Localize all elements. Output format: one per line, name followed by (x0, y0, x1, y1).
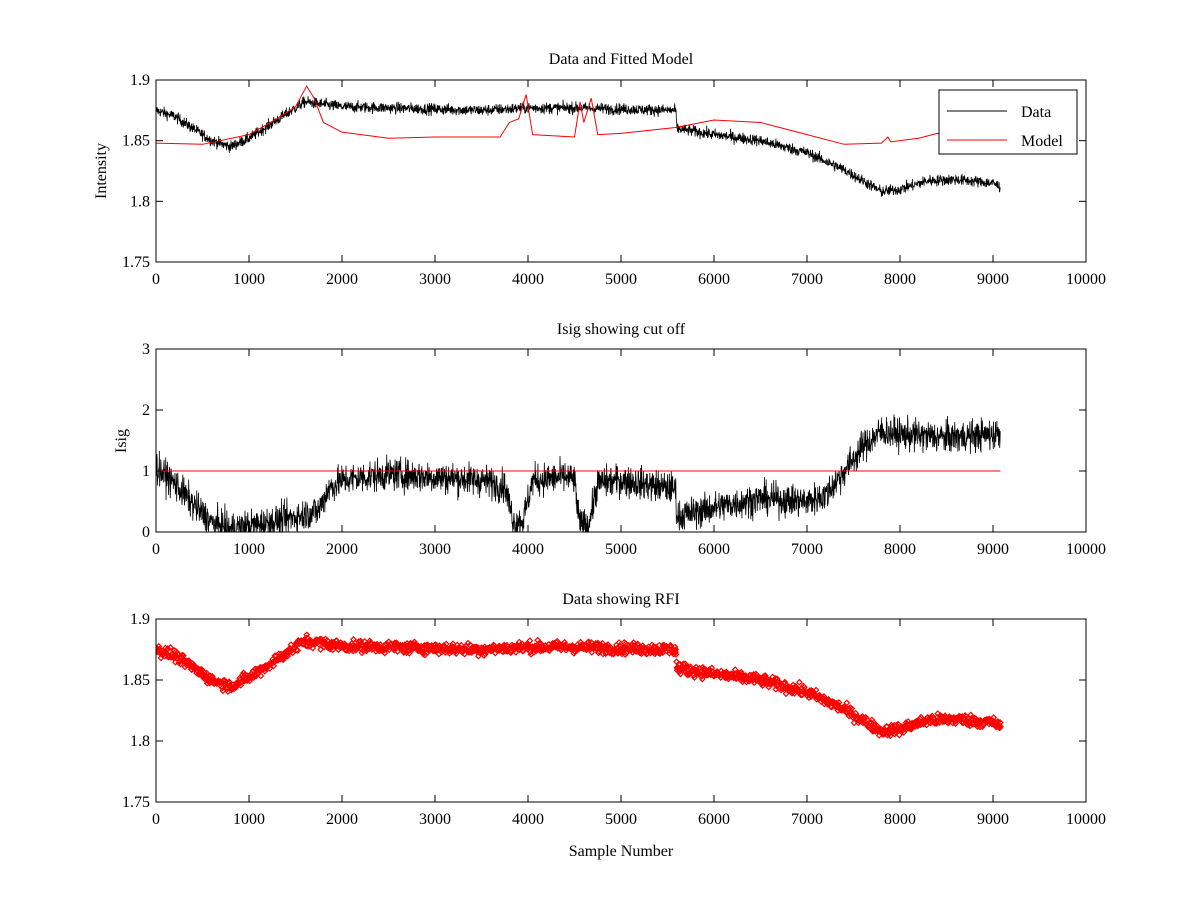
panel-2-xtick-label: 5000 (605, 541, 637, 558)
panel-3-ytick-label: 1.9 (130, 611, 150, 628)
legend-model-label: Model (1021, 133, 1063, 150)
panel-1-plot-area: 0 1000 2000 3000 4000 5000 6000 7000 8000 9000 100… (122, 72, 1106, 288)
panel-3-series-group (156, 631, 1004, 740)
panel-1-ytick-label: 1.75 (122, 254, 150, 271)
panel-3-point (989, 719, 997, 727)
panel-3-title: Data showing RFI (562, 591, 679, 608)
panel-3-point (997, 723, 1004, 730)
panel-2-ytick-label: 0 (142, 524, 150, 541)
panel-3-xtick-label: 10000 (1066, 811, 1106, 828)
panel-3-point (301, 637, 309, 645)
panel-3-point (896, 725, 904, 733)
panel-3-point (338, 642, 346, 650)
panel-1-xtick-label: 5000 (605, 271, 637, 288)
panel-1-xtick-label: 1000 (233, 271, 265, 288)
panel-3-point (189, 664, 197, 672)
panel-3-xtick-label: 2000 (326, 811, 358, 828)
panel-2-xtick-label: 4000 (512, 541, 544, 558)
panel-3-point (245, 674, 253, 681)
panel-2-xtick-label: 0 (152, 541, 160, 558)
panel-3-point (673, 664, 681, 672)
panel-1-ytick-label: 1.8 (130, 193, 150, 210)
panel-3-point (672, 646, 680, 653)
panel-3-point (840, 705, 848, 713)
panel-rfi: Data showing RFI Sample Number 0 1000 2000… (122, 591, 1106, 860)
legend-data-label: Data (1021, 104, 1051, 121)
panel-1-series-1-line (156, 85, 956, 145)
panel-1-xtick-label: 2000 (326, 271, 358, 288)
panel-3-point (617, 644, 625, 652)
panel-3-point (571, 643, 578, 651)
panel-2-xtick-label: 3000 (419, 541, 451, 558)
panel-1-xtick-label: 7000 (791, 271, 823, 288)
panel-3-xtick-label: 6000 (698, 811, 730, 828)
panel-3-ytick-label: 1.8 (130, 733, 150, 750)
panel-2-xtick-label: 6000 (698, 541, 730, 558)
panel-2-ylabel: Isig (113, 429, 130, 453)
panel-2-xtick-label: 2000 (326, 541, 358, 558)
panel-3-point (320, 640, 327, 647)
panel-3-point (803, 688, 811, 696)
panel-3-point (264, 662, 271, 669)
panel-3-xtick-label: 0 (152, 811, 160, 828)
panel-2-xtick-label: 10000 (1066, 541, 1106, 558)
panel-3-xtick-label: 1000 (233, 811, 265, 828)
panel-1-xtick-label: 6000 (698, 271, 730, 288)
panel-1-xtick-label: 0 (152, 271, 160, 288)
panel-3-point (385, 643, 392, 651)
panel-2-ytick-label: 3 (142, 341, 150, 358)
panel-1-xtick-label: 4000 (512, 271, 544, 288)
panel-1-xtick-label: 9000 (977, 271, 1009, 288)
panel-3-point (156, 646, 160, 653)
panel-3-point (208, 676, 216, 684)
panel-3-point (282, 649, 290, 657)
panel-1-xtick-label: 10000 (1066, 271, 1106, 288)
panel-2-plot-area: 0 1000 2000 3000 4000 5000 6000 7000 8000 9000 100… (142, 341, 1106, 558)
panel-1-ylabel: Intensity (93, 143, 110, 199)
panel-2-series-0-line (156, 414, 1001, 532)
panel-2-ytick-label: 2 (142, 402, 150, 419)
panel-3-ytick-label: 1.85 (122, 672, 150, 689)
legend-box (938, 89, 1078, 155)
panel-isig: Isig showing cut off Isig 0 1000 2000 3000 4… (113, 321, 1106, 558)
panel-2-xtick-label: 7000 (791, 541, 823, 558)
panel-3-point (171, 652, 178, 659)
panel-3-xtick-label: 4000 (512, 811, 544, 828)
panel-2-xtick-label: 8000 (884, 541, 916, 558)
panel-1-ytick-label: 1.85 (122, 133, 150, 150)
panel-3-xtick-label: 5000 (605, 811, 637, 828)
panel-3-plot-area: 0 1000 2000 3000 4000 5000 6000 7000 8000 9000 100… (122, 611, 1106, 828)
panel-1-xtick-label: 3000 (419, 271, 451, 288)
panel-3-point (878, 727, 885, 735)
panel-intensity: Data and Fitted Model Intensity 0 1000 200… (93, 51, 1106, 288)
panel-3-xlabel: Sample Number (569, 843, 674, 860)
panel-2-xtick-label: 9000 (977, 541, 1009, 558)
panel-3-point (757, 676, 764, 684)
panel-3-xtick-label: 9000 (977, 811, 1009, 828)
panel-1-title: Data and Fitted Model (549, 51, 694, 68)
panel-3-point (924, 716, 932, 724)
panel-3-point (710, 670, 718, 678)
panel-1-legend: Data Model (938, 89, 1078, 155)
panel-3-point (952, 715, 960, 723)
panel-2-title: Isig showing cut off (557, 321, 686, 338)
panel-1-ytick-label: 1.9 (130, 72, 150, 89)
panel-3-point (431, 644, 439, 652)
panel-3-point (227, 682, 234, 690)
panel-3-xtick-label: 8000 (884, 811, 916, 828)
panel-3-xtick-label: 7000 (791, 811, 823, 828)
panel-2-series-group (156, 414, 1001, 532)
panel-3-point (478, 646, 485, 653)
panel-3-point (524, 643, 532, 651)
panel-1-series-group (156, 85, 1001, 197)
panel-3-ytick-label: 1.75 (122, 794, 150, 811)
panel-2-xtick-label: 1000 (233, 541, 265, 558)
panel-1-xtick-label: 8000 (884, 271, 916, 288)
panel-2-ytick-label: 1 (142, 463, 150, 480)
panel-3-xtick-label: 3000 (419, 811, 451, 828)
